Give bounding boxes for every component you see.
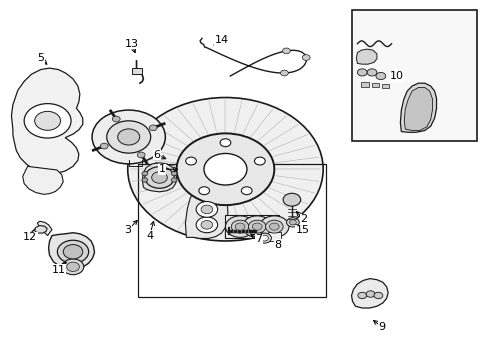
Circle shape: [204, 153, 247, 185]
Circle shape: [290, 220, 296, 225]
Text: 8: 8: [275, 239, 282, 249]
Bar: [372, 83, 379, 87]
Circle shape: [149, 125, 157, 131]
Circle shape: [107, 121, 151, 153]
Circle shape: [242, 187, 252, 195]
Circle shape: [283, 48, 291, 54]
Text: 9: 9: [378, 322, 385, 332]
Circle shape: [62, 259, 84, 275]
Circle shape: [225, 216, 255, 237]
Circle shape: [283, 193, 301, 206]
Circle shape: [201, 205, 213, 214]
Circle shape: [248, 220, 266, 233]
Text: 4: 4: [146, 231, 153, 240]
Circle shape: [231, 220, 249, 233]
Circle shape: [357, 69, 367, 76]
Polygon shape: [356, 49, 377, 64]
Bar: [225, 215, 279, 238]
Circle shape: [270, 223, 279, 230]
Text: 13: 13: [124, 39, 139, 49]
Circle shape: [287, 218, 299, 227]
Circle shape: [92, 110, 165, 164]
Circle shape: [280, 70, 288, 76]
Text: 14: 14: [215, 35, 229, 45]
Circle shape: [261, 235, 269, 241]
Polygon shape: [185, 188, 228, 238]
Text: 3: 3: [124, 225, 131, 235]
Circle shape: [24, 104, 71, 138]
Circle shape: [374, 292, 383, 299]
Circle shape: [220, 139, 231, 147]
Circle shape: [137, 152, 145, 158]
Circle shape: [128, 98, 323, 241]
Circle shape: [196, 217, 218, 233]
Polygon shape: [23, 166, 63, 194]
Polygon shape: [49, 233, 95, 269]
Circle shape: [201, 221, 213, 229]
Text: 2: 2: [300, 215, 307, 224]
Circle shape: [152, 172, 167, 183]
Circle shape: [118, 129, 140, 145]
Circle shape: [376, 72, 386, 80]
Circle shape: [366, 291, 375, 297]
Circle shape: [171, 171, 177, 176]
Circle shape: [176, 134, 274, 205]
Circle shape: [57, 240, 89, 263]
Polygon shape: [143, 163, 176, 192]
Circle shape: [112, 116, 120, 122]
Polygon shape: [404, 87, 433, 131]
Bar: [138, 164, 326, 297]
Circle shape: [358, 292, 367, 299]
Text: 7: 7: [255, 234, 262, 244]
Polygon shape: [11, 68, 83, 174]
Circle shape: [254, 157, 265, 165]
Text: 10: 10: [390, 71, 403, 81]
Circle shape: [302, 55, 310, 60]
Bar: [382, 84, 389, 88]
Text: 1: 1: [158, 164, 166, 174]
Circle shape: [142, 171, 148, 176]
Circle shape: [142, 178, 148, 182]
Circle shape: [196, 202, 218, 217]
Bar: [132, 68, 143, 74]
Text: 15: 15: [295, 225, 310, 235]
Polygon shape: [351, 279, 388, 308]
Circle shape: [186, 157, 196, 165]
Polygon shape: [37, 221, 52, 235]
Polygon shape: [400, 83, 437, 132]
Circle shape: [100, 143, 108, 149]
Circle shape: [67, 262, 79, 271]
Polygon shape: [34, 226, 47, 233]
Circle shape: [243, 216, 272, 237]
Bar: [269, 232, 281, 241]
Circle shape: [367, 69, 377, 76]
Circle shape: [63, 244, 83, 259]
Circle shape: [145, 167, 174, 188]
Circle shape: [35, 111, 60, 130]
Circle shape: [252, 223, 262, 230]
Bar: [352, 10, 477, 140]
Circle shape: [171, 178, 177, 182]
Bar: [361, 82, 368, 87]
Polygon shape: [152, 158, 187, 178]
Text: 6: 6: [153, 150, 161, 160]
Circle shape: [235, 223, 245, 230]
Text: 12: 12: [23, 232, 37, 242]
Text: 11: 11: [51, 265, 65, 275]
Circle shape: [199, 187, 210, 195]
Circle shape: [266, 220, 283, 233]
Circle shape: [258, 233, 271, 243]
Text: 5: 5: [37, 53, 44, 63]
Circle shape: [260, 216, 289, 237]
